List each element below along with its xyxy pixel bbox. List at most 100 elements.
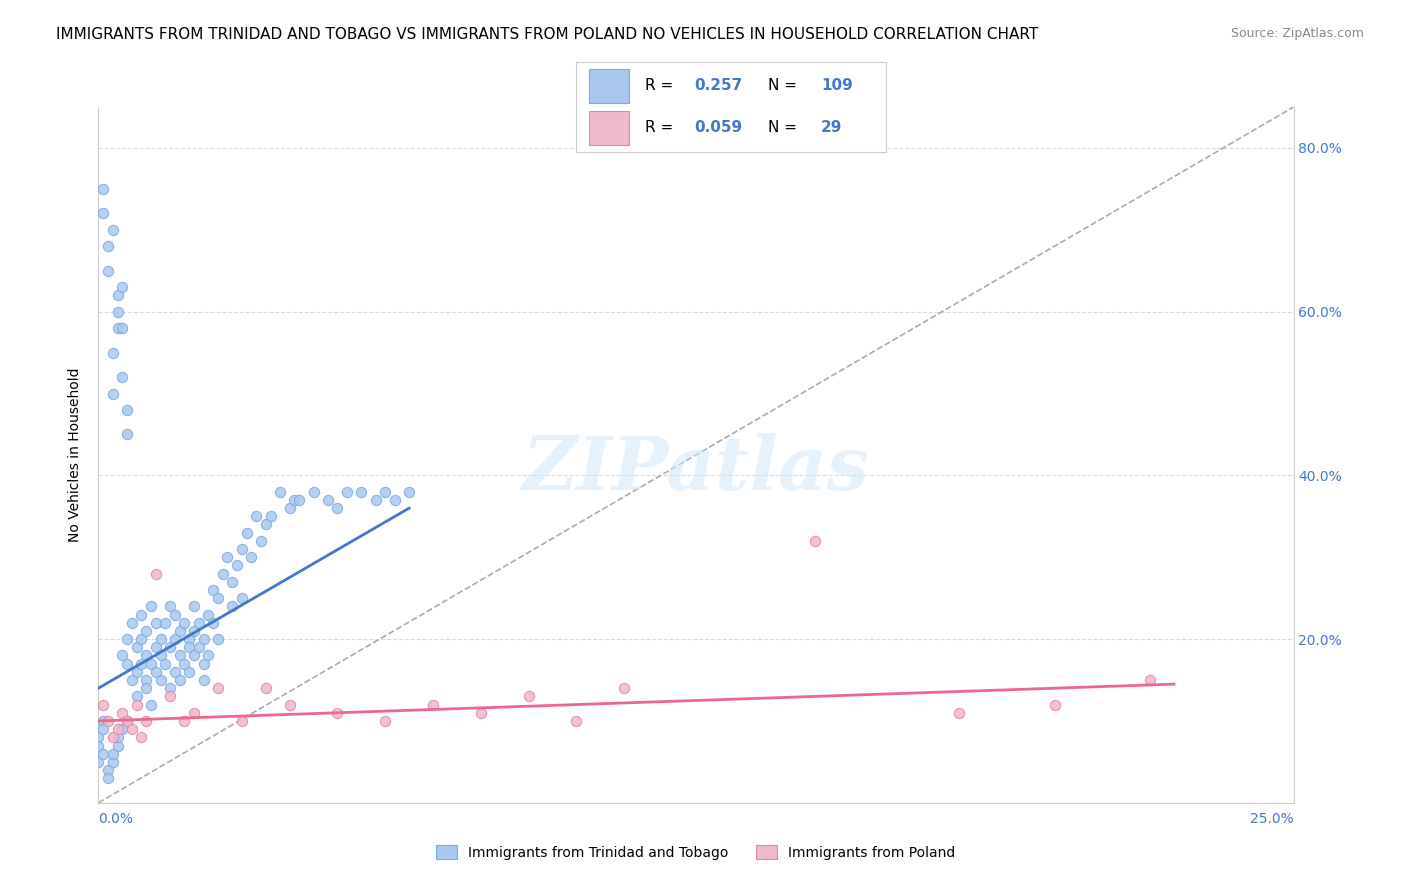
Point [173,657,195,671]
Text: R =: R = [644,120,678,135]
Point [240,550,263,565]
Point [364,492,387,507]
Point [326,706,349,720]
Point [91,698,114,712]
Point [115,714,138,728]
Text: R =: R = [644,78,678,93]
Point [145,615,167,630]
Point [183,648,205,663]
Point [91,722,114,736]
Point [91,206,114,220]
Point [101,747,124,761]
Point [235,525,257,540]
Point [278,501,301,516]
Point [121,722,143,736]
Text: ZIPatlas: ZIPatlas [523,433,869,505]
Point [254,517,277,532]
Point [87,755,110,769]
Point [398,484,420,499]
Text: 25.0%: 25.0% [1250,812,1294,826]
Point [183,599,205,614]
Point [107,288,129,302]
Point [91,747,114,761]
Point [107,739,129,753]
Point [422,698,444,712]
Point [149,632,172,646]
Legend: Immigrants from Trinidad and Tobago, Immigrants from Poland: Immigrants from Trinidad and Tobago, Imm… [430,839,962,865]
Point [111,722,134,736]
Point [125,698,148,712]
Point [97,771,120,785]
Point [179,632,201,646]
Text: Source: ZipAtlas.com: Source: ZipAtlas.com [1230,27,1364,40]
Point [197,648,219,663]
Point [101,223,124,237]
FancyBboxPatch shape [589,69,628,103]
Point [169,673,191,687]
Point [155,615,177,630]
Point [111,706,134,720]
Point [111,648,134,663]
Point [169,624,191,638]
Point [135,673,157,687]
Point [202,615,225,630]
Point [163,607,186,622]
Point [250,533,273,548]
FancyBboxPatch shape [589,111,628,145]
Point [125,640,148,655]
Point [336,484,359,499]
Point [87,739,110,753]
Point [231,591,253,606]
Point [384,492,406,507]
Point [221,574,243,589]
Point [97,714,120,728]
Point [87,731,110,745]
Point [145,566,167,581]
Text: 109: 109 [821,78,852,93]
Point [231,714,253,728]
Point [91,182,114,196]
Text: 0.257: 0.257 [695,78,742,93]
Text: 0.0%: 0.0% [98,812,134,826]
Point [245,509,267,524]
Point [217,550,239,565]
Point [283,492,305,507]
Point [135,624,157,638]
Point [1043,698,1066,712]
Point [211,566,233,581]
Point [91,714,114,728]
Point [121,615,143,630]
Point [149,673,172,687]
Point [135,714,157,728]
Point [131,731,153,745]
Point [202,582,225,597]
Point [207,681,229,696]
Point [173,615,195,630]
Y-axis label: No Vehicles in Household: No Vehicles in Household [69,368,83,542]
Point [179,640,201,655]
Point [517,690,540,704]
Point [135,681,157,696]
Point [159,599,181,614]
Text: 0.059: 0.059 [695,120,742,135]
Point [326,501,349,516]
Point [107,722,129,736]
Point [111,321,134,335]
Point [179,665,201,679]
Point [197,607,219,622]
Point [288,492,311,507]
Point [231,542,253,557]
Point [187,615,209,630]
Point [159,640,181,655]
Point [145,640,167,655]
Point [131,632,153,646]
Point [135,648,157,663]
Point [226,558,249,573]
Point [101,345,124,359]
Point [115,714,138,728]
Point [131,657,153,671]
Point [269,484,291,499]
Point [111,370,134,384]
Point [115,657,138,671]
Point [374,714,396,728]
